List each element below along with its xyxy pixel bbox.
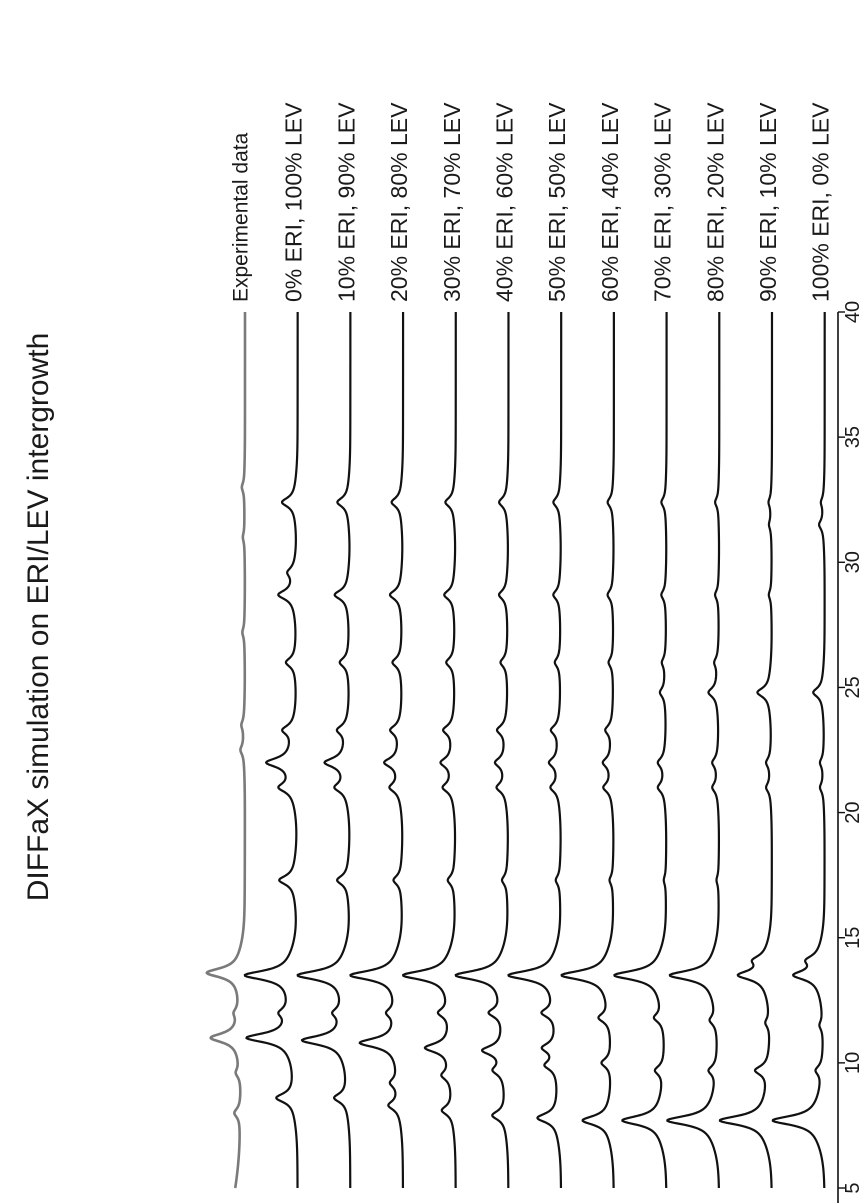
series-label-experimental-data: Experimental data — [230, 132, 253, 302]
series-label-100-eri-0-lev: 100% ERI, 0% LEV — [808, 102, 834, 302]
x-tick-label: 15 — [842, 927, 864, 949]
series-label-group: 70% ERI, 30% LEV — [650, 102, 676, 302]
trace-80-eri-20-lev — [666, 311, 721, 1189]
x-tick-label: 35 — [842, 426, 864, 448]
series-label-10-eri-90-lev: 10% ERI, 90% LEV — [333, 102, 359, 302]
x-tick-label-group: 40 — [842, 301, 864, 323]
series-label-group: 80% ERI, 20% LEV — [702, 102, 728, 302]
trace-40-eri-60-lev — [454, 311, 510, 1189]
x-tick-label-group: 5 — [842, 1182, 864, 1193]
chart-title: DIFFaX simulation on ERI/LEV intergrowth — [22, 333, 55, 902]
series-label-group: 10% ERI, 90% LEV — [333, 102, 359, 302]
series-label-group: 30% ERI, 70% LEV — [439, 102, 465, 302]
x-tick-label: 5 — [842, 1182, 864, 1193]
series-label-group: 50% ERI, 50% LEV — [544, 102, 570, 302]
trace-70-eri-30-lev — [613, 311, 668, 1189]
trace-30-eri-70-lev — [402, 311, 457, 1189]
series-label-90-eri-10-lev: 90% ERI, 10% LEV — [755, 102, 781, 302]
series-label-50-eri-50-lev: 50% ERI, 50% LEV — [544, 102, 570, 302]
series-label-80-eri-20-lev: 80% ERI, 20% LEV — [702, 102, 728, 302]
series-label-60-eri-40-lev: 60% ERI, 40% LEV — [597, 102, 623, 302]
series-label-group: 60% ERI, 40% LEV — [597, 102, 623, 302]
series-traces — [205, 311, 826, 1189]
x-tick-label-group: 20 — [842, 801, 864, 823]
x-tick-label-group: 15 — [842, 927, 864, 949]
x-tick-label: 30 — [842, 551, 864, 573]
trace-20-eri-80-lev — [349, 311, 405, 1189]
trace-10-eri-90-lev — [296, 311, 352, 1189]
x-tick-label-group: 35 — [842, 426, 864, 448]
x-tick-label: 10 — [842, 1052, 864, 1074]
trace-100-eri-0-lev — [771, 311, 826, 1189]
x-tick-label-group: 10 — [842, 1052, 864, 1074]
series-label-40-eri-60-lev: 40% ERI, 60% LEV — [492, 102, 518, 302]
series-label-group: 100% ERI, 0% LEV — [808, 102, 834, 302]
x-tick-label: 40 — [842, 301, 864, 323]
series-label-group: 0% ERI, 100% LEV — [281, 102, 307, 302]
trace-0-eri-100-lev — [243, 311, 299, 1189]
trace-50-eri-50-lev — [507, 311, 563, 1189]
series-labels: Experimental data 0% ERI, 100% LEV 10% ERI… — [230, 102, 834, 302]
x-tick-label: 20 — [842, 801, 864, 823]
series-label-group: 20% ERI, 80% LEV — [386, 102, 412, 302]
x-tick-label: 25 — [842, 676, 864, 698]
chart-title-group: DIFFaX simulation on ERI/LEV intergrowth — [22, 333, 55, 902]
series-label-0-eri-100-lev: 0% ERI, 100% LEV — [281, 102, 307, 302]
trace-experimental-data — [205, 311, 247, 1189]
series-label-70-eri-30-lev: 70% ERI, 30% LEV — [650, 102, 676, 302]
trace-90-eri-10-lev — [718, 311, 774, 1189]
series-label-group: 90% ERI, 10% LEV — [755, 102, 781, 302]
trace-60-eri-40-lev — [560, 311, 615, 1189]
x-tick-label-group: 30 — [842, 551, 864, 573]
x-tick-label-group: 25 — [842, 676, 864, 698]
series-label-group: Experimental data — [230, 132, 253, 302]
series-label-20-eri-80-lev: 20% ERI, 80% LEV — [386, 102, 412, 302]
series-label-30-eri-70-lev: 30% ERI, 70% LEV — [439, 102, 465, 302]
series-label-group: 40% ERI, 60% LEV — [492, 102, 518, 302]
x-axis: 5 10 15 20 25 30 35 40 — [837, 301, 864, 1203]
